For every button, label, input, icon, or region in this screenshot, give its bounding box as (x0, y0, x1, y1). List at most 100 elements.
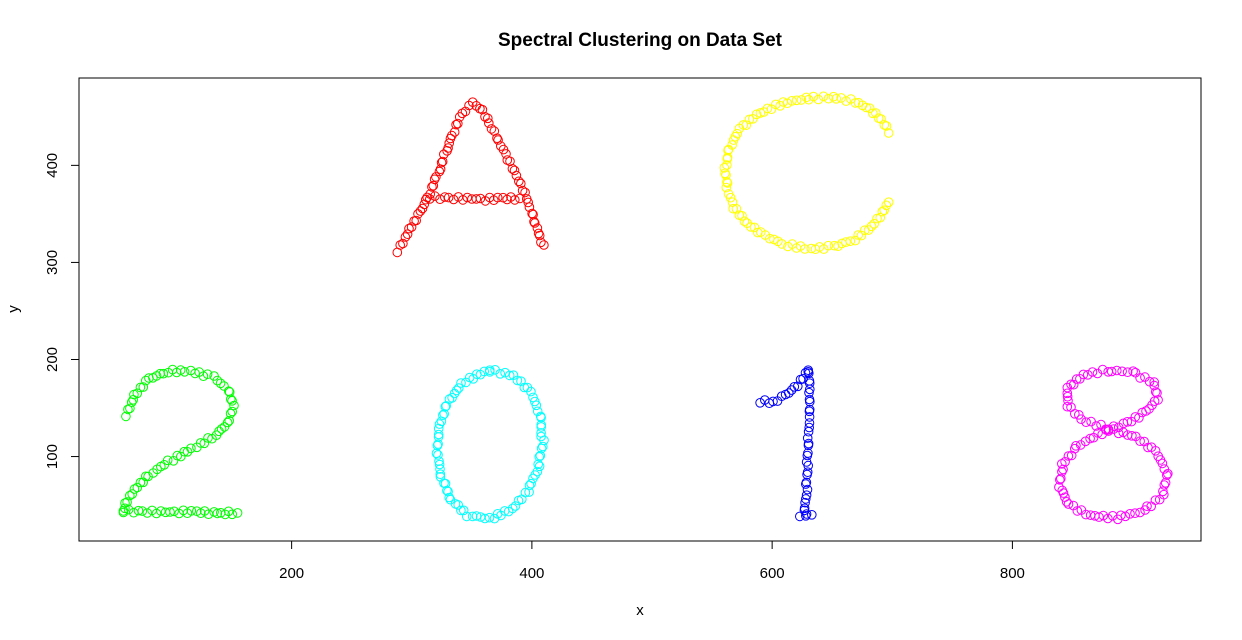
data-point (1128, 366, 1138, 377)
data-point (528, 392, 538, 403)
data-point (722, 154, 733, 164)
data-point (186, 506, 197, 516)
data-point (126, 397, 137, 408)
data-point (784, 388, 794, 398)
data-point (435, 472, 446, 482)
data-point (477, 104, 488, 115)
data-point (462, 192, 473, 203)
data-point (1103, 513, 1113, 524)
data-point (1060, 492, 1070, 503)
data-point (203, 433, 213, 443)
data-point (803, 440, 814, 451)
data-point (802, 484, 813, 495)
data-point (526, 386, 536, 397)
data-point (128, 507, 139, 518)
data-point (460, 106, 471, 117)
data-point (121, 411, 131, 422)
data-point (1130, 508, 1140, 519)
data-point (516, 376, 526, 387)
data-point (807, 510, 817, 520)
data-point (1092, 368, 1103, 379)
data-point (732, 128, 743, 139)
data-point (467, 511, 478, 522)
y-tick-label: 400 (44, 153, 61, 178)
data-point (1122, 367, 1133, 378)
series-0 (392, 97, 549, 258)
data-point (127, 489, 137, 499)
data-point (800, 244, 810, 254)
data-point (829, 240, 840, 251)
data-point (512, 375, 523, 386)
data-point (801, 511, 811, 521)
data-point (514, 176, 524, 187)
data-point (434, 419, 445, 429)
data-point (451, 119, 461, 130)
data-point (1076, 414, 1086, 425)
data-point (435, 194, 445, 204)
data-point (428, 180, 439, 191)
data-point (530, 218, 540, 228)
data-point (722, 178, 733, 188)
y-axis: 100 200 300 400 (44, 153, 80, 469)
data-point (523, 197, 534, 208)
data-point (484, 118, 494, 128)
data-point (129, 484, 140, 494)
data-point (536, 422, 547, 432)
data-point (1091, 421, 1101, 431)
data-point (520, 187, 530, 198)
data-point (141, 375, 151, 386)
data-point (1063, 395, 1073, 406)
data-point (458, 505, 469, 516)
data-point (879, 120, 890, 130)
data-point (853, 97, 864, 108)
data-point (486, 124, 497, 134)
data-point (435, 469, 446, 480)
data-points (118, 91, 1173, 525)
data-point (398, 238, 408, 249)
data-point (883, 128, 894, 138)
data-point (801, 92, 812, 103)
data-point (846, 94, 856, 104)
data-point (433, 429, 444, 440)
data-point (510, 501, 521, 511)
data-point (524, 480, 535, 491)
data-point (1090, 511, 1100, 521)
data-point (515, 193, 525, 204)
data-point (433, 450, 443, 460)
data-point (449, 127, 460, 137)
data-point (212, 508, 223, 519)
data-point (536, 412, 546, 423)
data-point (437, 156, 448, 167)
data-point (802, 469, 812, 480)
data-point (232, 508, 243, 518)
data-point (402, 229, 413, 239)
data-point (451, 385, 462, 396)
data-point (483, 113, 493, 124)
data-point (871, 108, 881, 118)
data-point (118, 507, 129, 518)
data-point (1141, 406, 1151, 416)
data-point (1062, 388, 1073, 399)
data-point (461, 511, 472, 522)
data-point (768, 396, 778, 407)
data-point (447, 130, 457, 141)
data-point (227, 509, 237, 520)
data-point (433, 439, 443, 449)
data-point (534, 230, 545, 241)
x-tick-label: 800 (1000, 565, 1025, 582)
data-point (883, 197, 894, 207)
data-point (448, 194, 459, 205)
data-point (536, 443, 547, 454)
data-point (755, 398, 765, 408)
data-point (808, 91, 819, 102)
data-point (504, 370, 515, 381)
data-point (133, 505, 144, 516)
data-point (223, 506, 234, 517)
data-point (1159, 480, 1170, 490)
data-point (395, 240, 406, 250)
data-point (135, 477, 146, 488)
data-point (1070, 409, 1080, 419)
data-point (737, 211, 747, 221)
data-point (495, 369, 506, 379)
